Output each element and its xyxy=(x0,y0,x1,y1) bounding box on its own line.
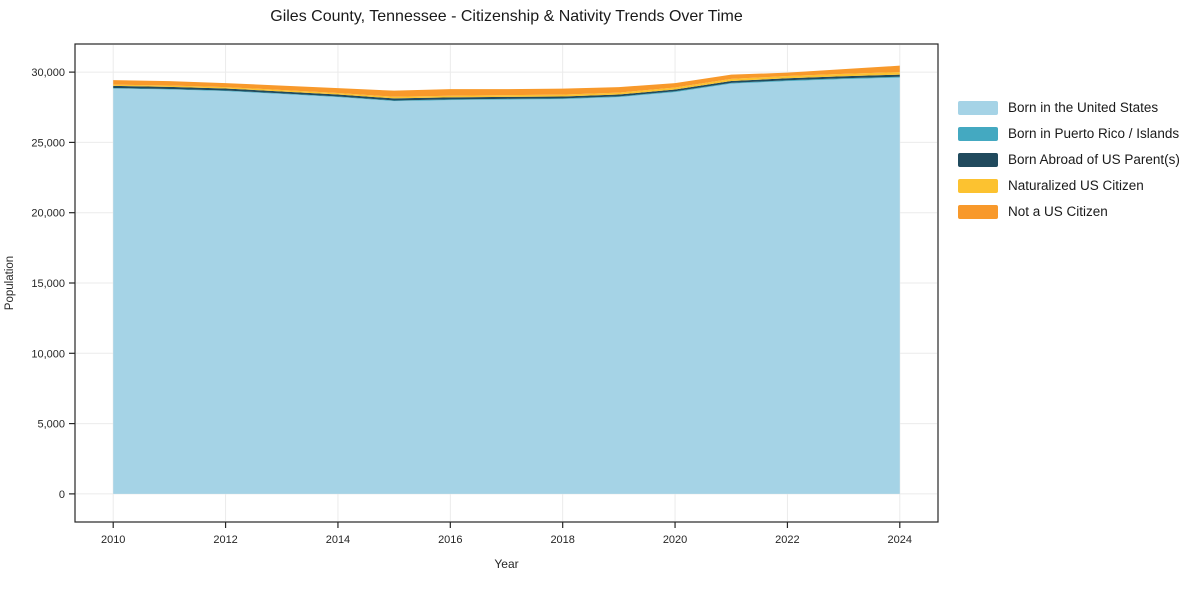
x-tick-label-5: 2020 xyxy=(663,534,687,546)
y-tick-label-3: 15,000 xyxy=(31,278,65,290)
legend-item-3: Naturalized US Citizen xyxy=(958,177,1180,194)
area-4-not-a-us-citizen xyxy=(113,65,900,97)
y-tick-label-5: 25,000 xyxy=(31,137,65,149)
tick-marks xyxy=(69,71,901,528)
x-tick-label-4: 2018 xyxy=(550,534,574,546)
legend-label: Naturalized US Citizen xyxy=(1008,178,1144,193)
legend-label: Born in the United States xyxy=(1008,100,1159,115)
x-tick-label-6: 2022 xyxy=(775,534,799,546)
area-2-born-abroad-of-us-parent-s- xyxy=(113,74,900,101)
y-tick-labels: 0 5,000 10,000 15,000 20,000 25,000 30,000 xyxy=(31,67,65,501)
stacked-areas xyxy=(113,65,900,494)
legend-label: Born in Puerto Rico / Islands xyxy=(1008,126,1180,141)
y-tick-label-1: 5,000 xyxy=(37,419,65,431)
legend-swatch-icon xyxy=(958,100,998,115)
x-tick-label-3: 2016 xyxy=(438,534,462,546)
legend-swatch-icon xyxy=(958,152,998,167)
y-tick-label-2: 10,000 xyxy=(31,348,65,360)
x-tick-labels: 2010 2012 2014 2016 2018 2020 2022 2024 xyxy=(101,534,912,546)
x-tick-label-2: 2014 xyxy=(326,534,350,546)
area-1-born-in-puerto-rico-islands xyxy=(113,76,900,102)
chart-title: Giles County, Tennessee - Citizenship & … xyxy=(270,8,743,25)
x-tick-label-7: 2024 xyxy=(888,534,912,546)
legend-item-4: Not a US Citizen xyxy=(958,203,1180,220)
area-3-naturalized-us-citizen xyxy=(113,72,900,99)
x-tick-label-0: 2010 xyxy=(101,534,125,546)
y-tick-label-6: 30,000 xyxy=(31,67,65,79)
y-tick-label-0: 0 xyxy=(59,489,65,501)
legend-swatch-icon xyxy=(958,178,998,193)
legend-label: Not a US Citizen xyxy=(1008,204,1108,219)
legend: Born in the United States Born in Puerto … xyxy=(958,99,1180,220)
y-tick-label-4: 20,000 xyxy=(31,208,65,220)
legend-item-2: Born Abroad of US Parent(s) xyxy=(958,151,1180,168)
area-0-born-in-the-united-states xyxy=(113,77,900,494)
legend-swatch-icon xyxy=(958,126,998,141)
legend-item-0: Born in the United States xyxy=(958,99,1180,116)
x-axis-label: Year xyxy=(494,557,519,571)
x-tick-label-1: 2012 xyxy=(213,534,237,546)
legend-label: Born Abroad of US Parent(s) xyxy=(1008,152,1180,167)
legend-item-1: Born in Puerto Rico / Islands xyxy=(958,125,1180,142)
legend-swatch-icon xyxy=(958,204,998,219)
